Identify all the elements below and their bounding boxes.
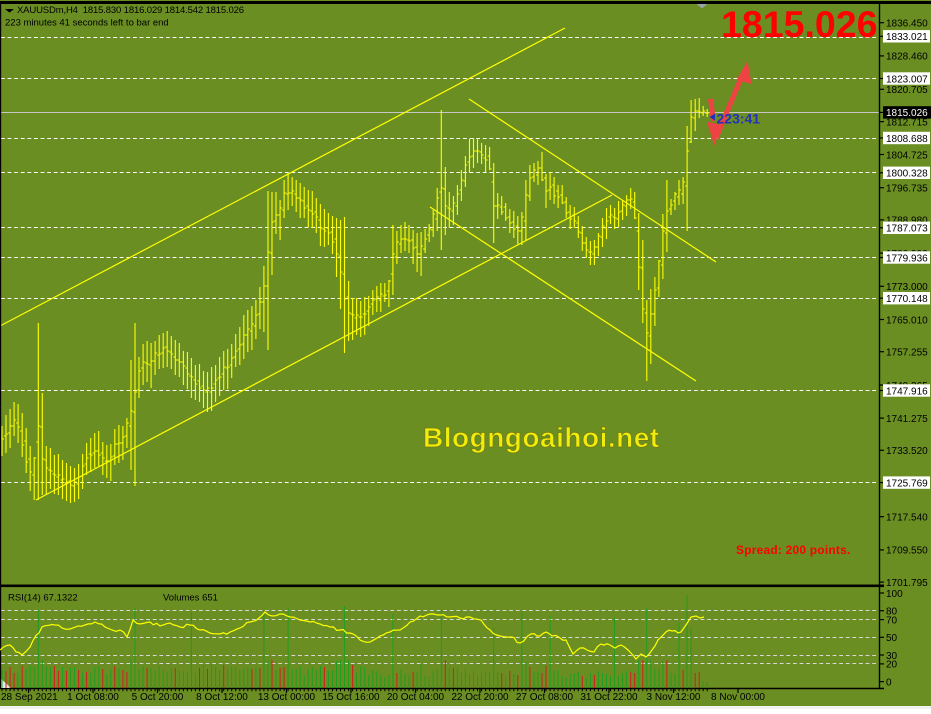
svg-text:1747.916: 1747.916 <box>886 386 928 397</box>
svg-text:1828.460: 1828.460 <box>886 52 928 63</box>
svg-text:1815.026: 1815.026 <box>721 3 877 45</box>
svg-text:30: 30 <box>886 651 898 662</box>
svg-text:XAUUSDm,H4 1815.830 1816.029: XAUUSDm,H4 1815.830 1816.029 1814.542 18… <box>17 5 244 16</box>
svg-text:Spread: 200 points.: Spread: 200 points. <box>736 543 851 557</box>
svg-text:1836.450: 1836.450 <box>886 19 928 30</box>
svg-text:20 Oct 04:00: 20 Oct 04:00 <box>387 692 445 703</box>
svg-text:1779.936: 1779.936 <box>886 253 928 264</box>
svg-text:13 Oct 00:00: 13 Oct 00:00 <box>258 692 316 703</box>
svg-text:223:41: 223:41 <box>717 111 761 127</box>
svg-text:0: 0 <box>886 677 892 688</box>
svg-text:1804.725: 1804.725 <box>886 150 928 161</box>
svg-text:15 Oct 16:00: 15 Oct 16:00 <box>322 692 380 703</box>
svg-text:1733.520: 1733.520 <box>886 446 928 457</box>
svg-text:20: 20 <box>886 660 898 671</box>
svg-text:3 Nov 12:00: 3 Nov 12:00 <box>647 692 701 703</box>
svg-text:1 Oct 08:00: 1 Oct 08:00 <box>67 692 119 703</box>
svg-text:1765.010: 1765.010 <box>886 315 928 326</box>
svg-text:1823.007: 1823.007 <box>886 74 928 85</box>
svg-text:1709.550: 1709.550 <box>886 546 928 557</box>
svg-text:1808.688: 1808.688 <box>886 134 928 145</box>
svg-text:28 Sep 2021: 28 Sep 2021 <box>1 692 58 703</box>
svg-text:1833.021: 1833.021 <box>886 32 928 43</box>
svg-text:1757.255: 1757.255 <box>886 348 928 359</box>
svg-text:1701.795: 1701.795 <box>886 578 928 589</box>
svg-text:1788.980: 1788.980 <box>886 216 928 227</box>
svg-text:1796.735: 1796.735 <box>886 184 928 195</box>
svg-text:100: 100 <box>886 589 903 600</box>
svg-text:31 Oct 22:00: 31 Oct 22:00 <box>580 692 638 703</box>
svg-text:8 Nov 00:00: 8 Nov 00:00 <box>711 692 765 703</box>
svg-text:70: 70 <box>886 615 898 626</box>
svg-text:1770.148: 1770.148 <box>886 294 928 305</box>
svg-text:223 minutes 41 seconds left to: 223 minutes 41 seconds left to bar end <box>5 18 169 29</box>
svg-text:1815.026: 1815.026 <box>886 108 928 119</box>
svg-text:22 Oct 20:00: 22 Oct 20:00 <box>451 692 509 703</box>
svg-text:1787.073: 1787.073 <box>886 224 928 235</box>
svg-text:1741.275: 1741.275 <box>886 414 928 425</box>
svg-text:Volumes 651: Volumes 651 <box>163 593 218 604</box>
svg-text:1800.328: 1800.328 <box>886 169 928 180</box>
svg-text:1717.540: 1717.540 <box>886 513 928 524</box>
svg-text:1725.769: 1725.769 <box>886 478 928 489</box>
svg-text:1773.000: 1773.000 <box>886 282 928 293</box>
svg-text:80: 80 <box>886 607 898 618</box>
svg-text:Blogngoaihoi.net: Blogngoaihoi.net <box>423 422 660 453</box>
svg-text:1812.715: 1812.715 <box>886 117 928 128</box>
svg-text:5 Oct 20:00: 5 Oct 20:00 <box>132 692 184 703</box>
svg-text:50: 50 <box>886 633 898 644</box>
svg-text:1820.705: 1820.705 <box>886 85 928 96</box>
svg-text:27 Oct 08:00: 27 Oct 08:00 <box>516 692 574 703</box>
svg-text:RSI(14) 67.1322: RSI(14) 67.1322 <box>8 593 78 604</box>
svg-text:8 Oct 12:00: 8 Oct 12:00 <box>196 692 248 703</box>
